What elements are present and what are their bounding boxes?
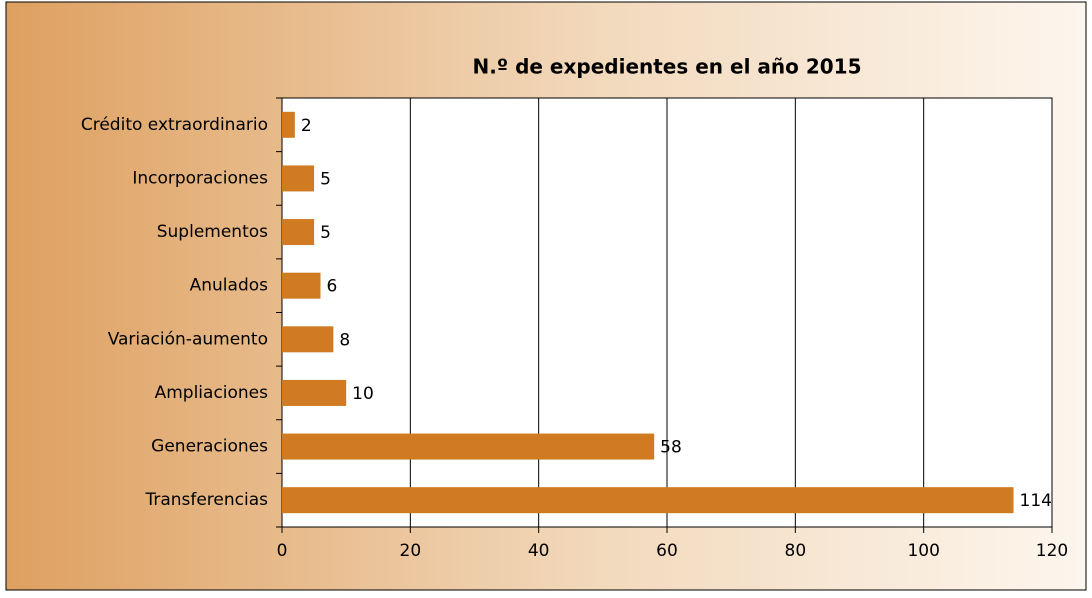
y-tick-label: Crédito extraordinario [81,115,268,135]
bar [282,165,315,192]
bar [282,111,295,138]
value-label: 114 [1020,491,1052,511]
x-tick-label: 60 [656,541,678,561]
bar [282,326,334,353]
value-label: 5 [320,223,331,243]
x-tick-label: 120 [1036,541,1068,561]
y-tick-label: Transferencias [144,490,268,510]
y-tick-label: Anulados [190,276,269,296]
y-tick-label: Variación-aumento [108,329,268,349]
bar [282,379,347,406]
y-tick-label: Suplementos [157,222,268,242]
y-tick-label: Ampliaciones [155,383,269,403]
bar [282,219,315,246]
bar [282,487,1014,514]
x-tick-label: 40 [528,541,550,561]
x-tick-label: 20 [400,541,422,561]
x-tick-label: 100 [907,541,939,561]
value-label: 2 [301,116,312,136]
value-label: 10 [352,384,374,404]
value-label: 5 [320,169,331,189]
chart-title: N.º de expedientes en el año 2015 [473,55,862,79]
value-label: 6 [327,277,338,297]
y-tick-label: Generaciones [151,437,268,457]
value-label: 58 [660,438,682,458]
bar [282,272,321,299]
x-tick-label: 80 [785,541,807,561]
bar [282,433,655,460]
y-tick-label: Incorporaciones [132,168,268,188]
x-tick-label: 0 [277,541,288,561]
value-label: 8 [339,330,350,350]
